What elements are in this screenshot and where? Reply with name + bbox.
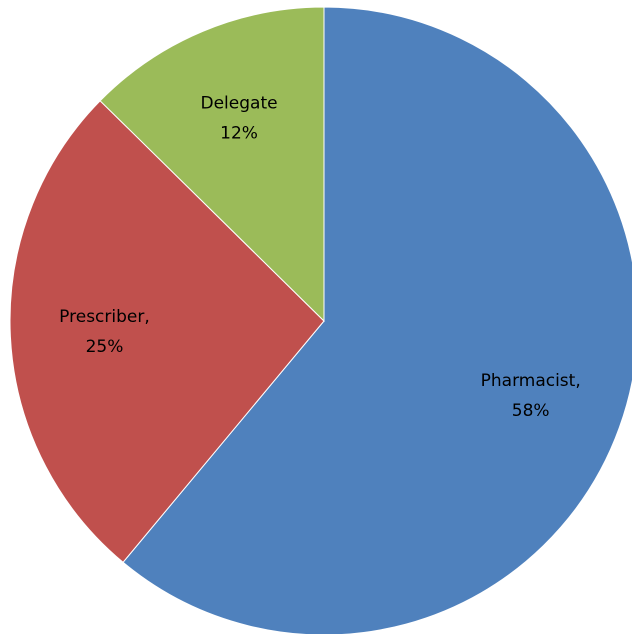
slice-value-label: 12% xyxy=(220,123,258,143)
pie-slice xyxy=(9,100,325,563)
slice-label: Prescriber, xyxy=(59,307,150,327)
slice-label: Pharmacist, xyxy=(481,371,581,391)
slice-label: Delegate xyxy=(201,93,278,113)
pie-slice xyxy=(99,6,325,323)
slice-value-label: 58% xyxy=(512,401,550,421)
pie-slice xyxy=(122,6,632,634)
slice-value-label: 25% xyxy=(86,337,124,357)
